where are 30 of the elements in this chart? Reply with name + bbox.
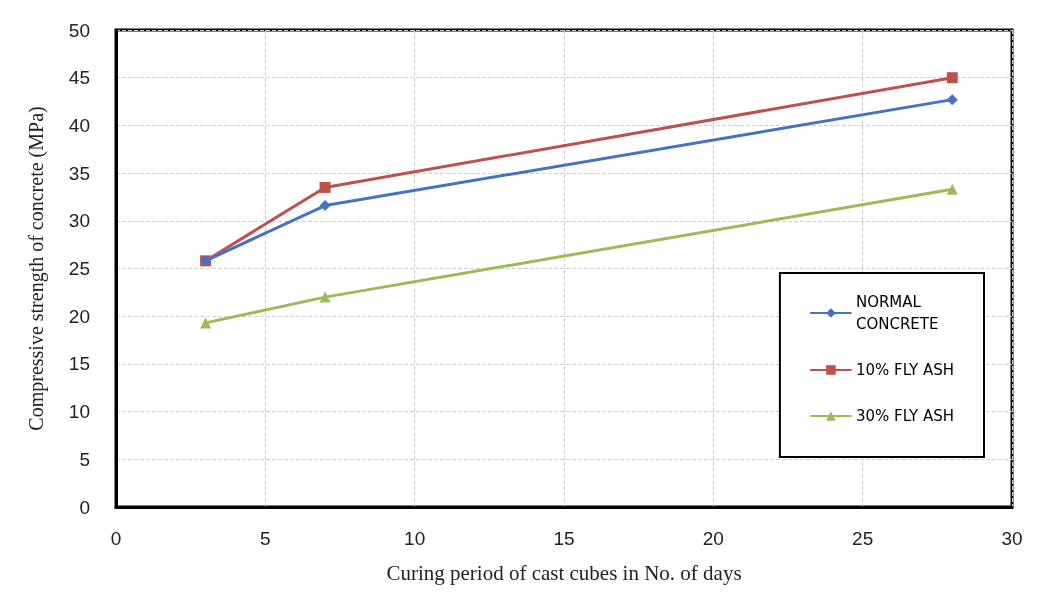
x-tick-label: 10 xyxy=(404,528,426,549)
y-tick-label: 25 xyxy=(68,258,90,279)
point xyxy=(319,181,331,193)
point xyxy=(319,200,331,212)
legend-label: 10% FLY ASH xyxy=(855,361,954,379)
y-tick-label: 20 xyxy=(68,305,90,327)
y-tick-label: 0 xyxy=(79,496,90,518)
y-tick-label: 35 xyxy=(68,162,90,184)
x-tick-label: 15 xyxy=(553,528,575,549)
point xyxy=(946,183,958,195)
x-tick-label: 30 xyxy=(1001,528,1023,549)
y-tick-label: 30 xyxy=(68,210,90,232)
point xyxy=(319,291,331,303)
x-tick-label: 5 xyxy=(260,528,271,549)
point xyxy=(200,317,212,329)
y-tick-label: 15 xyxy=(68,353,90,375)
y-tick-label: 10 xyxy=(68,401,90,423)
y-tick-label: 40 xyxy=(68,114,90,136)
point xyxy=(946,94,958,106)
x-axis-title: Curing period of cast cubes in No. of days xyxy=(386,560,742,585)
x-tick-label: 20 xyxy=(702,528,724,549)
y-tick-label: 5 xyxy=(79,448,90,470)
y-tick-label: 45 xyxy=(68,67,90,89)
y-tick-label: 50 xyxy=(68,19,90,41)
x-tick-label: 25 xyxy=(852,528,874,549)
point xyxy=(946,72,958,84)
x-tick-label: 0 xyxy=(110,528,122,549)
y-axis-title: Compressive strength of concrete (MPa) xyxy=(25,106,48,431)
legend-label: 30% FLY ASH xyxy=(855,407,954,425)
legend-label: NORMAL CONCRETE xyxy=(855,293,939,333)
